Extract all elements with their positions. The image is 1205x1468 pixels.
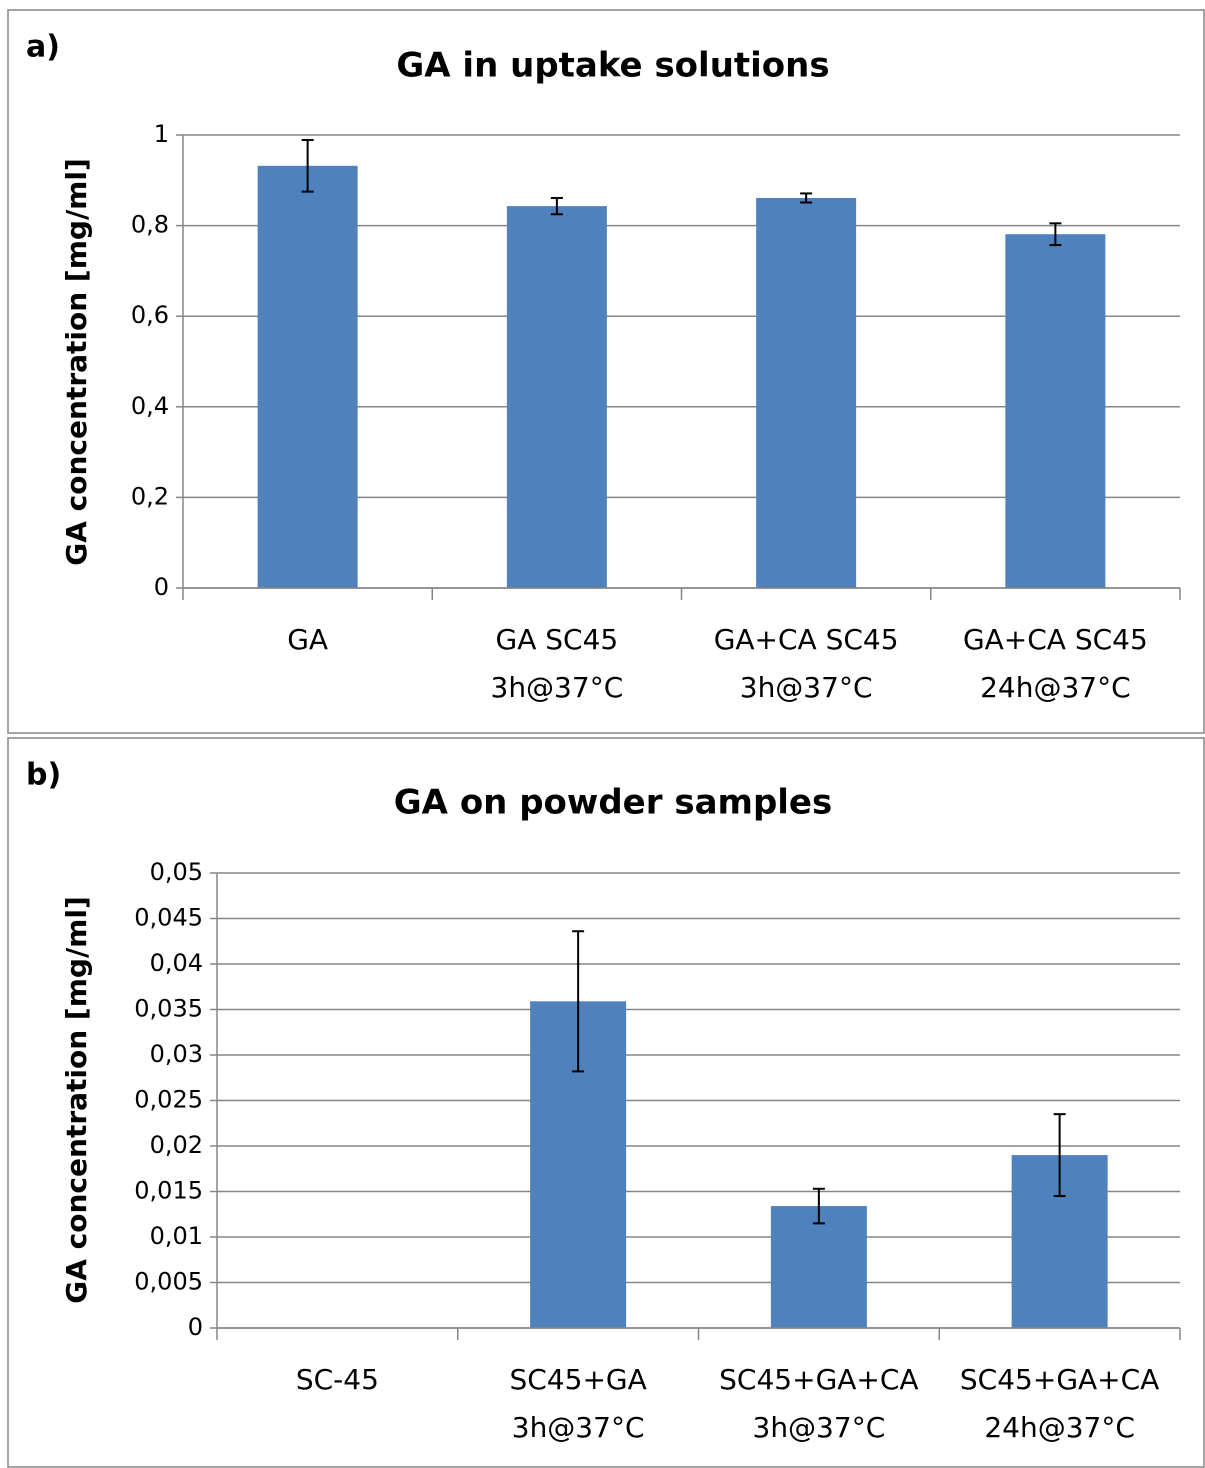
- error-bar: [572, 930, 585, 1073]
- y-tick-label: 0,6: [131, 301, 169, 329]
- y-tick-label: 0,01: [150, 1222, 203, 1250]
- y-axis-label: GA concentration [mg/ml]: [60, 158, 93, 566]
- x-tick-label: 3h@37°C: [753, 1411, 886, 1444]
- x-tick-label: GA+CA SC45: [714, 623, 899, 656]
- y-tick-label: 1: [154, 120, 169, 148]
- y-tick-label: 0,8: [131, 211, 169, 239]
- y-tick-label: 0: [188, 1313, 203, 1341]
- chart-title: GA on powder samples: [394, 783, 832, 823]
- bar: [756, 197, 857, 589]
- x-tick-label: 24h@37°C: [984, 1411, 1135, 1444]
- y-tick-label: 0,025: [134, 1086, 203, 1114]
- y-tick-label: 0,005: [134, 1268, 203, 1296]
- x-tick-label: 3h@37°C: [740, 671, 873, 704]
- bar: [1005, 234, 1106, 588]
- chart-frame: [7, 9, 1205, 734]
- y-tick-label: 0,04: [150, 949, 203, 977]
- y-tick-label: 0,2: [131, 482, 169, 510]
- x-tick-label: SC45+GA+CA: [960, 1363, 1159, 1396]
- error-bar: [1053, 1113, 1066, 1198]
- x-tick-label: 3h@37°C: [512, 1411, 645, 1444]
- x-tick-label: GA+CA SC45: [963, 623, 1148, 656]
- y-tick-label: 0,02: [150, 1131, 203, 1159]
- x-tick-label: GA: [287, 623, 328, 656]
- panel-label: a): [26, 30, 60, 65]
- x-tick-label: GA SC45: [496, 623, 619, 656]
- y-tick-label: 0,015: [134, 1177, 203, 1205]
- chart-title: GA in uptake solutions: [396, 46, 829, 86]
- chart-frame: [7, 737, 1205, 1468]
- x-tick-label: 3h@37°C: [491, 671, 624, 704]
- y-axis-label: GA concentration [mg/ml]: [60, 896, 93, 1304]
- y-tick-label: 0,03: [150, 1040, 203, 1068]
- bar: [770, 1206, 867, 1328]
- error-bar: [1049, 222, 1062, 247]
- y-tick-label: 0: [154, 573, 169, 601]
- error-bar: [812, 1187, 825, 1225]
- x-tick-label: SC45+GA+CA: [719, 1363, 918, 1396]
- y-tick-label: 0,035: [134, 995, 203, 1023]
- x-tick-label: SC-45: [296, 1363, 379, 1396]
- y-tick-label: 0,05: [150, 858, 203, 886]
- x-tick-label: 24h@37°C: [980, 671, 1131, 704]
- error-bar: [301, 138, 314, 193]
- error-bar: [800, 192, 813, 204]
- bar: [506, 206, 607, 588]
- error-bar: [550, 196, 563, 216]
- y-tick-label: 0,045: [134, 904, 203, 932]
- y-tick-label: 0,4: [131, 392, 169, 420]
- x-tick-label: SC45+GA: [509, 1363, 646, 1396]
- bar: [257, 165, 358, 588]
- panel-label: b): [26, 758, 61, 793]
